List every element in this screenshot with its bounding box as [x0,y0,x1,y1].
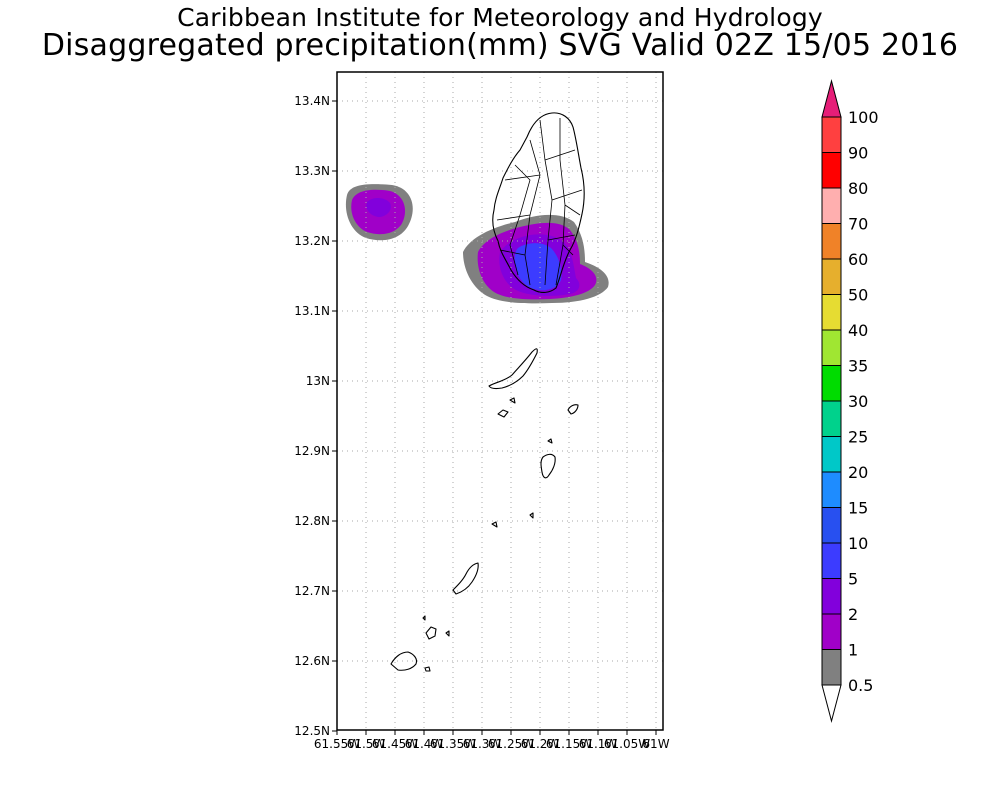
colorbar-swatch [821,578,842,615]
colorbar-label: 15 [848,499,868,518]
axis-ticks [332,100,657,735]
colorbar-swatch [821,258,842,295]
colorbar-swatch [821,116,842,153]
islet-4 [529,512,534,519]
colorbar-label: 100 [848,108,879,127]
y-tick-label: 13.1N [294,304,330,318]
map-subtitle: Disaggregated precipitation(mm) SVG Vali… [41,28,959,63]
colorbar-swatch [821,223,842,260]
colorbar-label: 90 [848,144,868,163]
colorbar-label: 25 [848,428,868,447]
colorbar-over-arrow [821,79,842,118]
island-union [452,562,479,595]
coastlines [390,112,585,672]
y-tick-label: 13N [306,374,330,388]
x-tick-label: 61.45W [372,737,418,751]
x-tick-label: 61.15W [546,737,592,751]
x-tick-label: 61.35W [430,737,476,751]
map-panel: 13.4N 13.3N 13.2N 13.1N 13N 12.9N 12.8N 12.7N 12… [294,71,670,751]
island-carriacou [425,626,437,640]
islet-5 [491,521,498,528]
st-vincent-parish-lines [496,118,583,286]
islet-3 [547,438,553,444]
y-tick-label: 13.2N [294,234,330,248]
colorbar-swatch [821,507,842,544]
x-tick-label: 61.5W [347,737,386,751]
islet-8 [424,666,431,672]
y-tick-label: 13.3N [294,164,330,178]
colorbar-swatch [821,649,842,686]
island-petite-martinique [390,651,418,671]
map-title: Caribbean Institute for Meteorology and … [177,3,823,32]
colorbar-swatch [821,152,842,189]
y-tick-label: 12.7N [294,584,330,598]
islet-7 [422,615,426,621]
colorbar-swatch [821,400,842,437]
y-tick-label: 12.6N [294,654,330,668]
colorbar-label: 2 [848,605,858,624]
x-tick-label: 61.25W [488,737,534,751]
precip-east-blue [514,243,562,291]
islet-6 [445,630,450,637]
y-tick-label: 12.9N [294,444,330,458]
island-mustique [567,404,579,415]
colorbar-swatch [821,613,842,650]
colorbar-label: 50 [848,286,868,305]
x-tick-label: 61.2W [521,737,560,751]
colorbar-label: 10 [848,534,868,553]
colorbar-label: 35 [848,357,868,376]
colorbar-label: 70 [848,215,868,234]
colorbar-under-arrow [821,684,842,723]
precipitation-field [345,184,609,304]
colorbar-label: 80 [848,179,868,198]
x-tick-label: 61.05W [604,737,650,751]
colorbar-label: 60 [848,250,868,269]
colorbar-swatch [821,329,842,366]
precip-west-violet [366,197,391,217]
x-tick-label: 61.1W [579,737,618,751]
island-canouan [540,453,556,479]
map-background [337,72,663,730]
y-axis-labels: 13.4N 13.3N 13.2N 13.1N 13N 12.9N 12.8N 12.7N 12… [294,94,330,738]
y-tick-label: 12.8N [294,514,330,528]
colorbar-swatch [821,471,842,508]
colorbar-swatch [821,542,842,579]
y-tick-label: 13.4N [294,94,330,108]
colorbar-label: 30 [848,392,868,411]
colorbar-label: 40 [848,321,868,340]
x-tick-label: 61.3W [463,737,502,751]
x-tick-label: 61.55W [314,737,360,751]
islet-2 [509,397,516,404]
x-axis-labels: 61.55W61.5W61.45W61.4W61.35W61.3W61.25W6… [314,737,670,751]
colorbar-label: 0.5 [848,676,873,695]
y-tick-label: 12.5N [294,724,330,738]
island-bequia [488,348,538,390]
x-tick-label: 61W [642,737,669,751]
colorbar-swatch [821,187,842,224]
colorbar-swatch [821,436,842,473]
colorbar-label: 5 [848,570,858,589]
colorbar-label: 20 [848,463,868,482]
colorbar-label: 1 [848,641,858,660]
colorbar-swatch [821,365,842,402]
map-frame [336,71,664,731]
islet-1 [497,409,509,418]
x-tick-label: 61.4W [405,737,444,751]
colorbar-swatch [821,294,842,331]
island-st-vincent [492,112,585,293]
